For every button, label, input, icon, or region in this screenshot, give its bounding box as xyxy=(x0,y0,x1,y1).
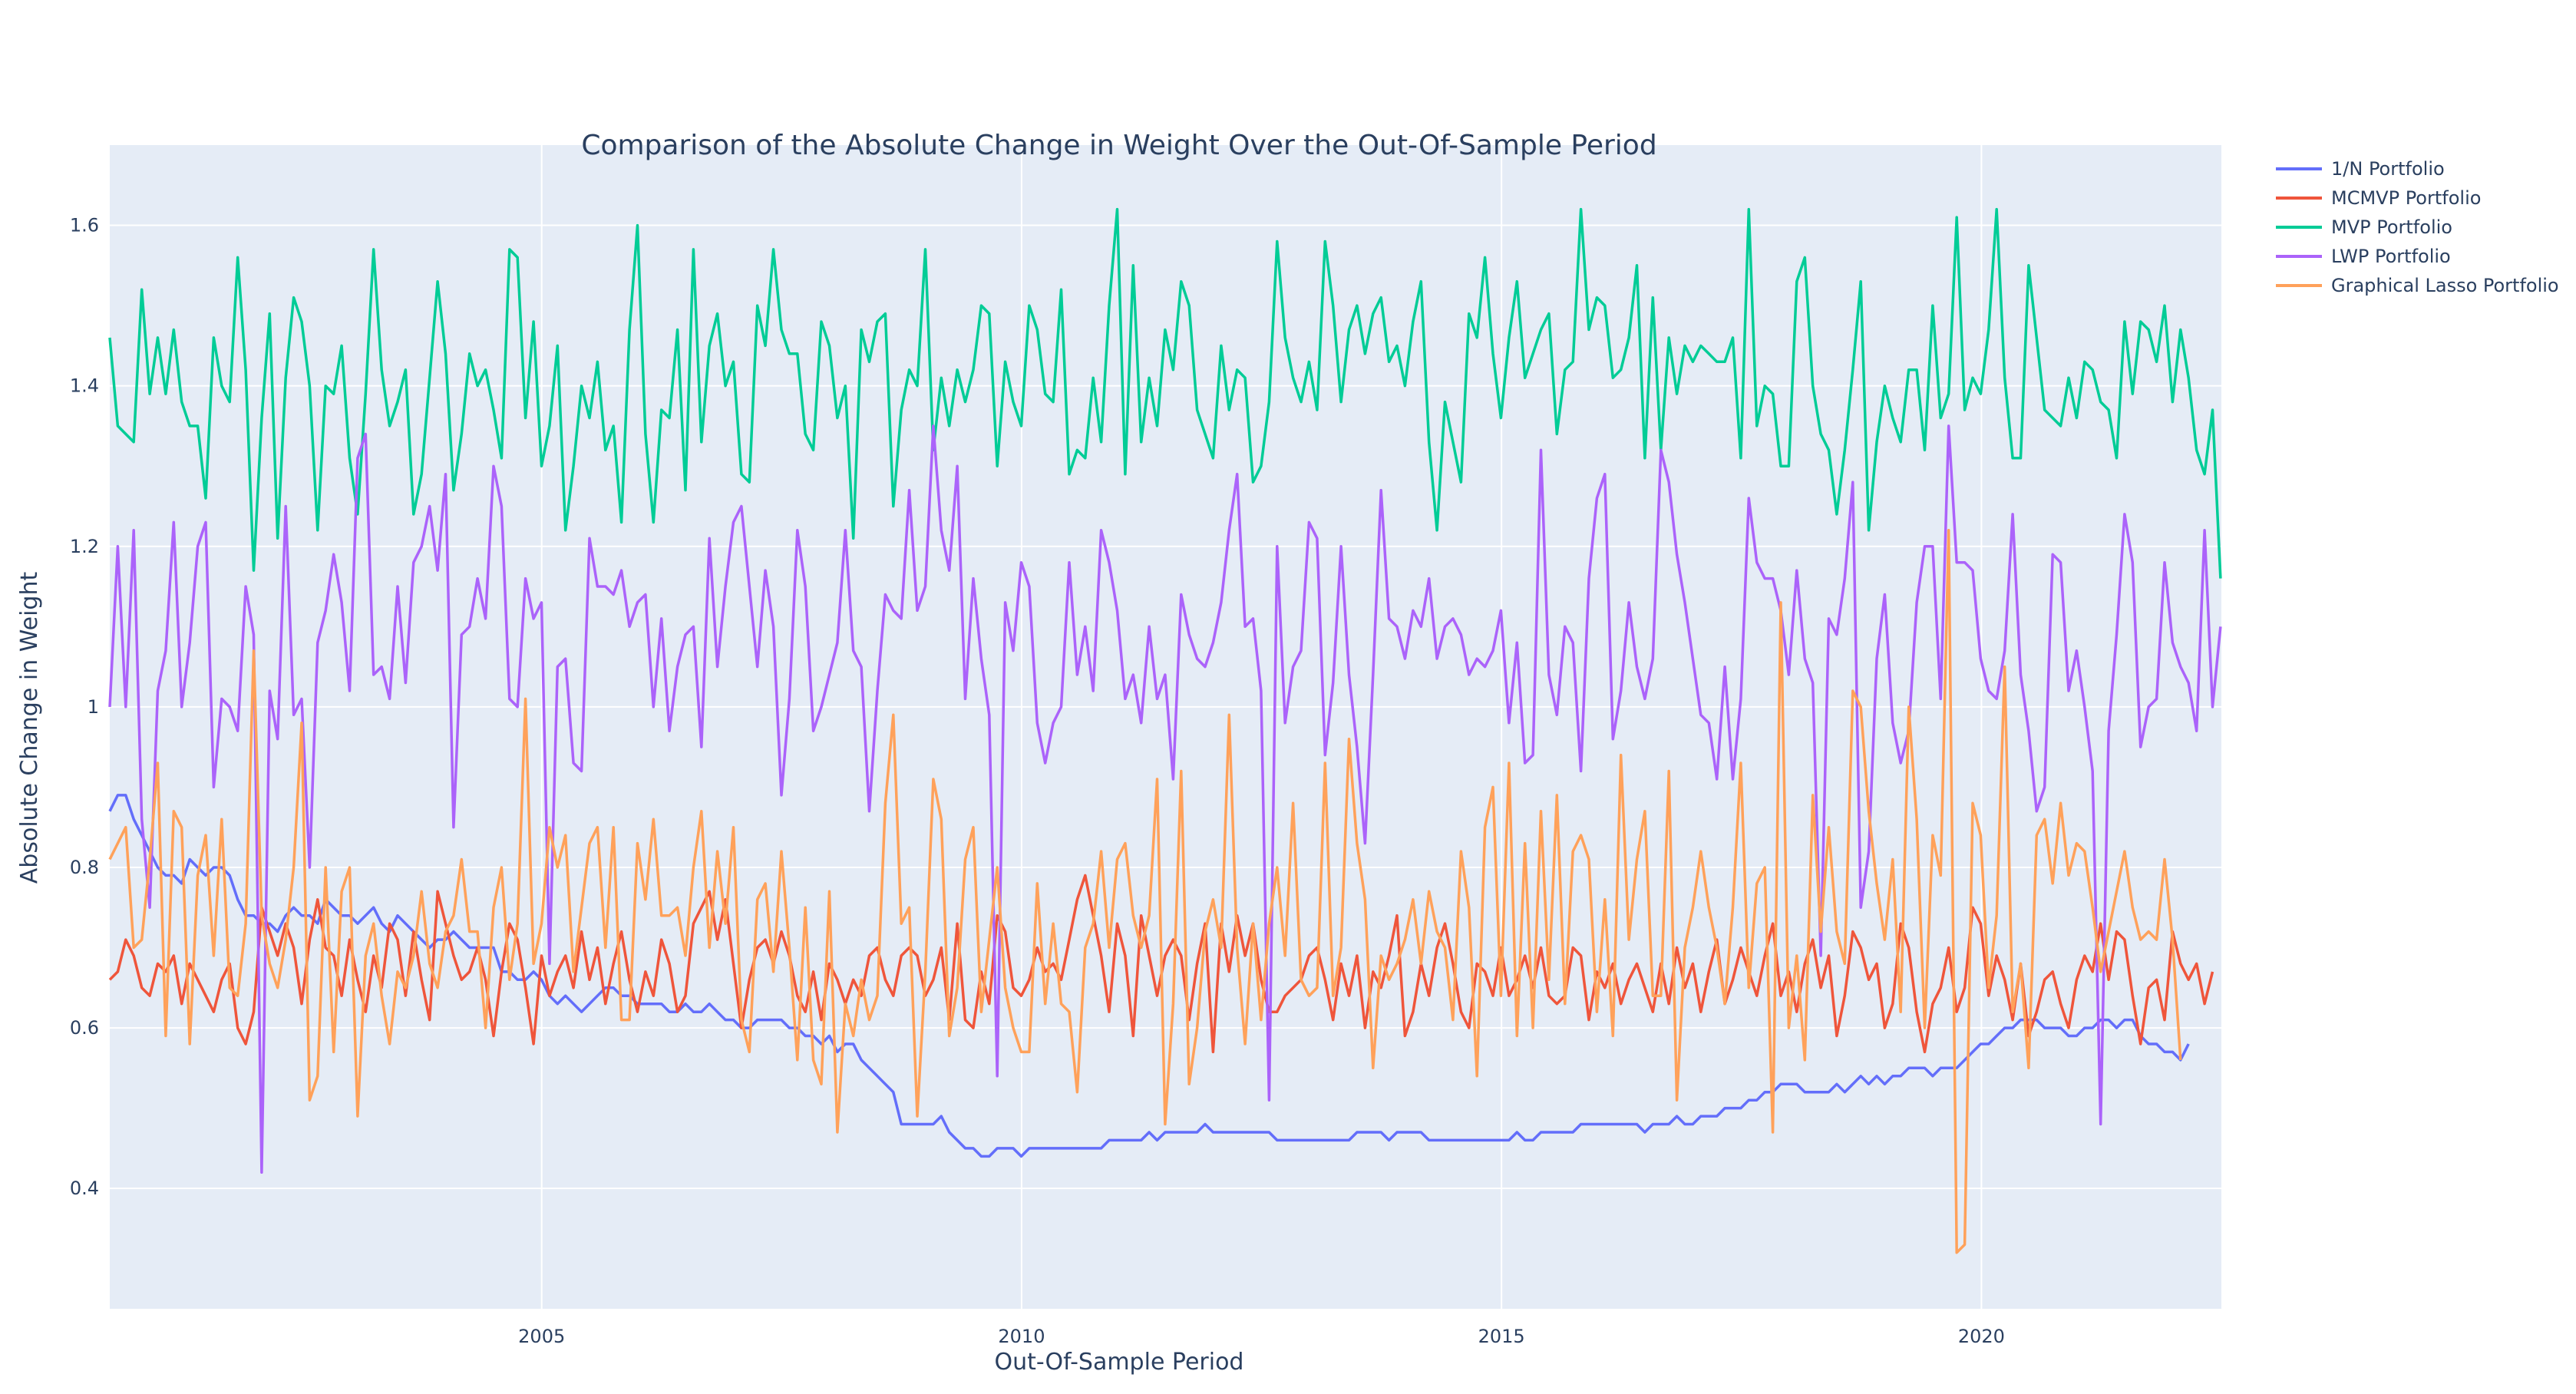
series-line-1-n-portfolio xyxy=(108,794,2190,1158)
legend-label: LWP Portfolio xyxy=(2331,246,2451,267)
legend-item[interactable]: MCMVP Portfolio xyxy=(2276,187,2481,209)
legend-label: MVP Portfolio xyxy=(2331,216,2452,238)
series-line-lwp-portfolio xyxy=(108,424,2222,1174)
y-tick-label: 1.2 xyxy=(70,536,99,557)
plot-background xyxy=(110,145,2221,1309)
legend-item[interactable]: Graphical Lasso Portfolio xyxy=(2276,275,2559,296)
x-axis-title: Out-Of-Sample Period xyxy=(995,1349,1244,1376)
legend-label: 1/N Portfolio xyxy=(2331,158,2445,180)
legend-label: Graphical Lasso Portfolio xyxy=(2331,275,2559,296)
y-axis-title: Absolute Change in Weight xyxy=(16,572,43,884)
y-tick-label: 1.6 xyxy=(70,215,99,236)
y-tick-label: 0.8 xyxy=(70,857,99,878)
x-tick-label: 2010 xyxy=(998,1326,1045,1347)
chart-title: Comparison of the Absolute Change in Wei… xyxy=(581,130,1656,161)
legend-item[interactable]: MVP Portfolio xyxy=(2276,216,2452,238)
legend-label: MCMVP Portfolio xyxy=(2331,187,2481,209)
y-tick-label: 0.4 xyxy=(70,1178,99,1199)
y-tick-label: 0.6 xyxy=(70,1017,99,1039)
y-tick-label: 1.4 xyxy=(70,375,99,397)
series-line-mvp-portfolio xyxy=(108,207,2222,579)
x-tick-label: 2015 xyxy=(1478,1326,1525,1347)
legend-item[interactable]: 1/N Portfolio xyxy=(2276,158,2445,180)
legend[interactable]: 1/N Portfolio MCMVP Portfolio MVP Portfoli… xyxy=(2276,158,2559,296)
x-tick-label: 2005 xyxy=(518,1326,565,1347)
legend-item[interactable]: LWP Portfolio xyxy=(2276,246,2451,267)
series-line-graphical-lasso-portfolio xyxy=(108,529,2182,1254)
series-lines xyxy=(108,207,2222,1254)
y-tick-label: 1 xyxy=(88,696,99,718)
x-tick-label: 2020 xyxy=(1958,1326,2005,1347)
tick-labels: 0.4 0.6 0.8 1 1.2 1.4 1.6 2005 2010 2015 2020 xyxy=(70,215,2005,1347)
